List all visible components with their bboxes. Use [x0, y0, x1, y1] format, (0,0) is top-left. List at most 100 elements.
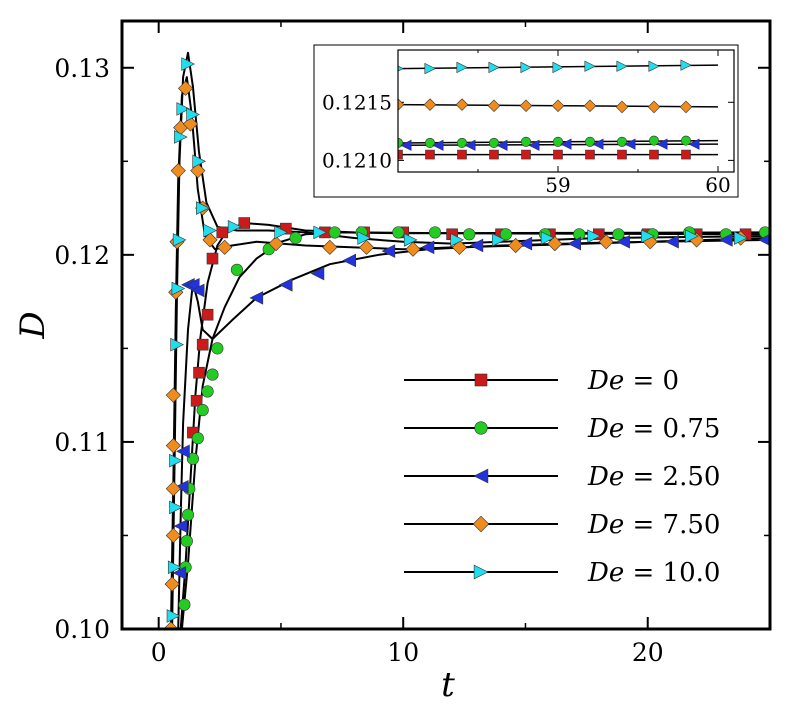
data-point-de-2-50: [173, 519, 188, 533]
data-point-de-2-50: [278, 277, 293, 292]
data-point-de-10-0: [172, 233, 187, 247]
data-point-de-7-50: [202, 232, 218, 248]
data-point-de-7-50: [165, 481, 181, 497]
data-point-de-10-0: [357, 231, 372, 245]
data-point-de-7-50: [165, 527, 181, 544]
inset-data-point-de-0: [457, 149, 467, 160]
inset-data-point-de-7-50: [487, 99, 501, 113]
data-point-de-10-0: [685, 229, 699, 243]
inset-data-point-de-10-0: [424, 62, 436, 75]
data-point-de-2-50: [567, 236, 582, 251]
inset-data-point-de-0: [521, 149, 531, 160]
x-tick-label: 10: [387, 638, 419, 667]
y-tick-label: 0.13: [54, 54, 110, 83]
legend: De = 0 De = 0.75 De = 2.50 De = 7.50 De = 10…: [404, 366, 720, 588]
data-point-de-2-50: [718, 233, 733, 247]
data-point-de-7-50: [451, 239, 468, 255]
inset-data-point-de-10-0: [456, 61, 468, 74]
data-point-de-7-50: [322, 239, 338, 255]
inset-data-point-de-7-50: [423, 98, 437, 111]
legend-label-de-7-50: De = 7.50: [587, 510, 720, 540]
inset-data-point-de-0: [425, 149, 435, 160]
data-point-de-10-0: [196, 201, 210, 215]
inset-data-point-de-2-50: [560, 138, 572, 150]
data-point-de-0-75: [289, 231, 302, 245]
legend-label-de-0: De = 0: [587, 366, 679, 396]
inset-data-point-de-2-50: [464, 139, 476, 151]
y-tick-label: 0.11: [54, 428, 110, 457]
inset-plot-frame: [397, 49, 735, 173]
data-point-de-10-0: [734, 231, 748, 245]
inset-data-point-de-0: [398, 149, 403, 160]
data-point-de-10-0: [274, 225, 288, 240]
data-point-de-0: [238, 217, 251, 229]
inset-data-point-de-7-50: [647, 100, 661, 114]
inset-y-tick-label: 0.1215: [322, 90, 392, 114]
inset-tick-labels: 59 60 0.1210 0.1215: [322, 90, 731, 197]
data-point-de-7-50: [217, 239, 233, 255]
data-point-de-0-75: [230, 263, 244, 276]
data-point-de-2-50: [190, 283, 205, 298]
inset-data-point-de-0-75: [648, 135, 660, 146]
data-point-de-0: [190, 394, 203, 407]
inset-data-point-de-0-75: [584, 136, 596, 147]
inset-data-point-de-2-50: [528, 139, 540, 151]
inset-data-point-de-0: [617, 149, 627, 160]
inset-data-point-de-0: [681, 149, 691, 160]
data-point-de-10-0: [403, 233, 418, 247]
inset-data-point-de-0: [585, 149, 595, 160]
data-point-de-7-50: [405, 241, 421, 257]
data-point-de-0-75: [328, 226, 341, 239]
main-plot-area: [163, 51, 770, 629]
data-point-de-10-0: [540, 231, 555, 245]
data-point-de-10-0: [192, 154, 207, 169]
main-tick-labels: 0 10 20 0.10 0.11 0.12 0.13: [54, 54, 663, 667]
legend-marker-de-7-50: [472, 515, 490, 533]
x-axis-title: t: [441, 665, 455, 705]
data-point-de-0-75: [499, 228, 512, 241]
data-point-de-7-50: [165, 438, 181, 454]
inset-data-point-de-7-50: [519, 99, 533, 113]
inset-data-point-de-7-50: [615, 100, 629, 114]
data-point-de-7-50: [178, 80, 194, 96]
data-point-de-2-50: [172, 566, 187, 580]
inset-data-point-de-0-75: [456, 137, 468, 148]
inset-data-point-de-2-50: [400, 139, 412, 151]
inset-data-point-de-7-50: [551, 99, 565, 113]
x-tick-label: 0: [151, 638, 167, 667]
data-point-de-7-50: [190, 163, 206, 179]
inset-data-point-de-2-50: [592, 138, 604, 150]
legend-marker-de-2-50: [473, 468, 489, 484]
inset-data-point-de-0: [649, 149, 659, 160]
data-point-de-7-50: [268, 236, 284, 252]
data-point-de-10-0: [169, 453, 183, 468]
data-point-de-2-50: [469, 238, 484, 253]
data-point-de-0-75: [201, 385, 214, 398]
data-point-de-10-0: [186, 107, 200, 122]
data-point-de-10-0: [167, 560, 182, 575]
inset-data-point-de-7-50: [583, 99, 597, 113]
inset-data-point-de-10-0: [584, 60, 596, 72]
data-point-de-0-75: [612, 228, 625, 241]
data-point-de-0: [201, 308, 214, 321]
data-point-de-10-0: [176, 102, 191, 116]
legend-marker-de-0: [474, 373, 488, 387]
inset-data-point-de-7-50: [679, 100, 693, 114]
inset-data-point-de-0-75: [488, 137, 500, 148]
data-point-de-2-50: [420, 240, 435, 255]
inset-data-point-de-0: [553, 149, 563, 160]
data-point-de-2-50: [176, 444, 190, 459]
inset-data-point-de-0-75: [424, 137, 436, 148]
inset-x-tick-label: 59: [545, 173, 570, 197]
y-tick-label: 0.10: [54, 615, 110, 644]
data-point-de-2-50: [249, 291, 264, 305]
inset-data-point-de-10-0: [616, 60, 628, 72]
legend-marker-de-10-0: [473, 564, 489, 580]
x-tick-label: 20: [632, 638, 664, 667]
data-point-de-7-50: [182, 116, 199, 132]
inset-data-point-de-2-50: [432, 139, 444, 151]
data-point-de-2-50: [758, 233, 770, 246]
data-point-de-10-0: [491, 233, 506, 247]
data-point-de-7-50: [358, 239, 375, 255]
